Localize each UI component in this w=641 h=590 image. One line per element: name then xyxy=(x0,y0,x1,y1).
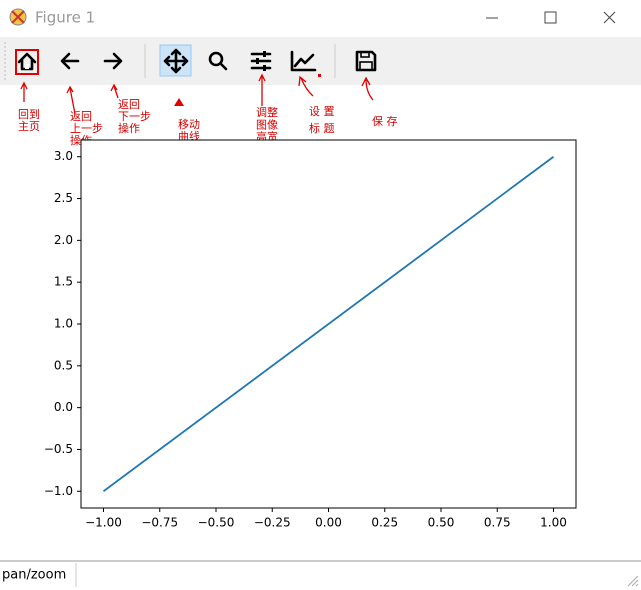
x-tick-label: −1.00 xyxy=(85,516,122,530)
y-tick-label: −0.5 xyxy=(44,442,73,456)
y-tick-label: 1.5 xyxy=(54,275,73,289)
x-tick-label: −0.50 xyxy=(198,516,235,530)
y-tick-label: 1.0 xyxy=(54,317,73,331)
annotation-text: 主页 xyxy=(18,120,40,133)
annotation-text: 返回 xyxy=(70,110,92,123)
x-tick-label: 0.75 xyxy=(484,516,511,530)
x-tick-label: 1.00 xyxy=(540,516,567,530)
annotation-text: 标 题 xyxy=(309,121,335,135)
status-text: pan/zoom xyxy=(2,568,66,583)
y-tick-label: 3.0 xyxy=(54,149,73,163)
x-tick-label: 0.25 xyxy=(371,516,398,530)
close-button[interactable] xyxy=(603,11,616,24)
annotation-text: 调整 xyxy=(256,105,278,119)
y-tick-label: −1.0 xyxy=(44,484,73,498)
pan-button[interactable] xyxy=(159,44,192,77)
window-title: Figure 1 xyxy=(35,9,95,27)
x-tick-label: −0.75 xyxy=(141,516,178,530)
zoom-button[interactable] xyxy=(208,51,228,71)
y-tick-label: 0.5 xyxy=(54,358,73,372)
annotation-text: 保 存 xyxy=(372,114,398,128)
toolbar xyxy=(0,37,641,85)
annotation-text: 设 置 xyxy=(309,105,335,118)
annotation-text: 移动 xyxy=(178,118,200,131)
annotation-text: 返回 xyxy=(118,98,140,111)
annotation-arrows xyxy=(20,73,374,115)
configure-button[interactable] xyxy=(250,51,272,71)
annotation-text: 上一步 xyxy=(70,122,103,135)
x-tick-label: −0.25 xyxy=(254,516,291,530)
edit-button[interactable] xyxy=(290,50,321,77)
y-tick-label: 2.5 xyxy=(54,191,73,205)
annotation-text: 操作 xyxy=(118,121,140,135)
data-line xyxy=(102,156,555,492)
maximize-button[interactable] xyxy=(544,11,557,24)
back-button[interactable] xyxy=(60,52,80,70)
y-tick-label: 2.0 xyxy=(54,233,73,247)
y-tick-label: 0.0 xyxy=(54,400,73,414)
annotation-text: 回到 xyxy=(18,108,40,121)
x-tick-label: 0.00 xyxy=(315,516,342,530)
annotation-text: 下一步 xyxy=(118,110,151,123)
resize-grip xyxy=(627,575,639,587)
save-button[interactable] xyxy=(355,50,377,72)
app-icon xyxy=(9,8,27,26)
x-tick-label: 0.50 xyxy=(428,516,455,530)
annotation-text: 图像 xyxy=(256,118,278,131)
forward-button[interactable] xyxy=(103,52,123,70)
home-button[interactable] xyxy=(15,49,39,75)
